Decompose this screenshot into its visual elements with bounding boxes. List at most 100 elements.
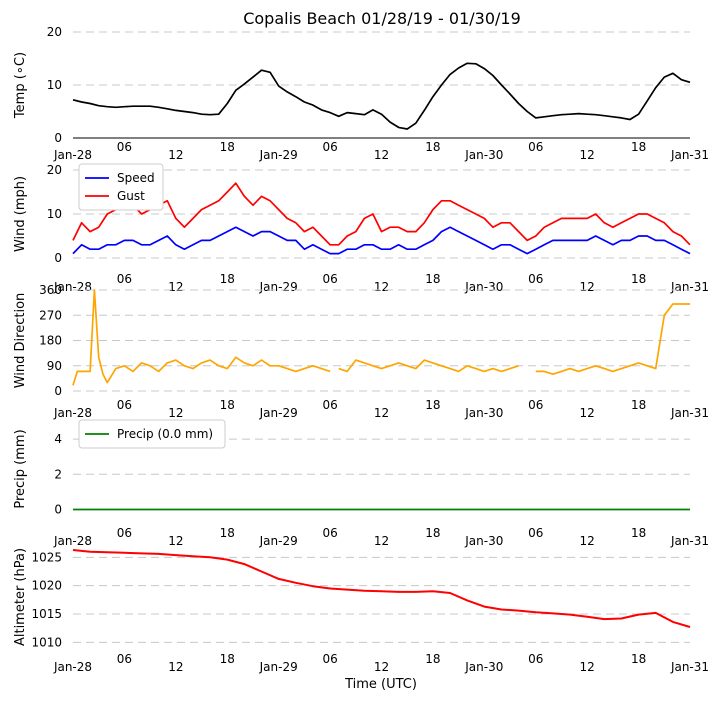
y-axis-label: Wind Direction: [13, 293, 28, 389]
x-tick-label: Jan-28: [53, 534, 92, 548]
x-tick-label: 12: [580, 660, 595, 674]
x-tick-label: 18: [631, 272, 646, 286]
x-tick-label: 06: [528, 272, 543, 286]
series-line-gust: [72, 182, 691, 246]
x-tick-label: 06: [528, 140, 543, 154]
panel-2: 090180270360Jan-28061218Jan-29061218Jan-…: [13, 283, 709, 420]
x-tick-label: Jan-30: [464, 406, 503, 420]
panels: 01020Jan-28061218Jan-29061218Jan-3006121…: [13, 25, 709, 674]
x-tick-label: Jan-31: [670, 406, 709, 420]
x-tick-label: 06: [322, 398, 337, 412]
series-line-2: [72, 289, 690, 386]
x-tick-label: 18: [425, 526, 440, 540]
x-tick-label: Jan-28: [53, 280, 92, 294]
y-tick-label: 0: [54, 251, 62, 265]
x-tick-label: Jan-29: [259, 660, 298, 674]
x-tick-label: Jan-30: [464, 148, 503, 162]
legend-box: [78, 419, 226, 449]
x-tick-label: Jan-30: [464, 660, 503, 674]
panel-3: 0 2 4 Jan-28 06 12 18 Jan-29 06 12 18 Jan-30 06 12 18 J…: [13, 419, 709, 548]
x-tick-label: 18: [425, 140, 440, 154]
x-tick-label: 06: [528, 398, 543, 412]
x-tick-label: 18: [631, 526, 646, 540]
x-tick-label: 18: [220, 140, 235, 154]
legend-label: Speed: [117, 171, 155, 185]
legend-box: [78, 163, 164, 211]
series-line-speed: [72, 226, 691, 255]
x-tick-label: 18: [631, 398, 646, 412]
x-tick-label: Jan-29: [259, 148, 298, 162]
x-tick-label: 12: [580, 406, 595, 420]
panel-4: 1010 1015 1020 1025 Jan-28 06 12 18 Jan-29 06 12 18…: [13, 548, 709, 674]
y-tick-label: 0: [54, 502, 62, 516]
y-axis-label: Altimeter (hPa): [13, 548, 28, 646]
chart-title: Copalis Beach 01/28/19 - 01/30/19: [243, 9, 521, 28]
legend-label: Precip (0.0 mm): [117, 427, 213, 441]
x-tick-label: Jan-31: [670, 148, 709, 162]
y-tick-label: 270: [39, 308, 62, 322]
x-tick-label: Jan-28: [53, 148, 92, 162]
y-tick-label: 1020: [31, 579, 62, 593]
x-tick-label: Jan-29: [259, 406, 298, 420]
y-axis-label: Precip (mm): [13, 429, 28, 508]
x-tick-label: 12: [168, 148, 183, 162]
x-tick-label: 06: [528, 526, 543, 540]
y-tick-label: 1025: [31, 550, 62, 564]
y-tick-label: 10: [47, 78, 62, 92]
x-tick-label: Jan-28: [53, 406, 92, 420]
x-tick-label: 18: [220, 526, 235, 540]
x-tick-label: 12: [168, 534, 183, 548]
x-tick-label: 12: [580, 148, 595, 162]
x-tick-label: 18: [425, 398, 440, 412]
y-tick-label: 180: [39, 334, 62, 348]
y-tick-label: 1010: [31, 635, 62, 649]
x-tick-label: 06: [322, 526, 337, 540]
x-tick-label: 06: [117, 272, 132, 286]
y-axis-label: Temp (∘C): [13, 52, 28, 119]
x-tick-label: 12: [374, 660, 389, 674]
x-tick-label: 06: [117, 140, 132, 154]
x-tick-label: Jan-28: [53, 660, 92, 674]
x-tick-label: 18: [425, 272, 440, 286]
x-tick-label: Jan-31: [670, 280, 709, 294]
x-tick-label: 12: [168, 280, 183, 294]
x-tick-label: Jan-30: [464, 534, 503, 548]
x-tick-label: 06: [117, 398, 132, 412]
panel-1: 0 10 20 Jan-28 06 12 18 Jan-29 06 12 18 Jan-30 06 12 1…: [13, 163, 709, 294]
x-tick-label: 18: [220, 398, 235, 412]
x-tick-label: 18: [220, 652, 235, 666]
x-tick-label: Jan-31: [670, 660, 709, 674]
x-tick-label: Jan-29: [259, 280, 298, 294]
y-tick-label: 10: [47, 207, 62, 221]
panel-0: 0 10 20 Jan-28 06 12 18 Jan-29 06 12 18 Jan-30 06 12 1…: [13, 25, 709, 162]
y-tick-label: 0: [54, 131, 62, 145]
legend: Speed Gust: [78, 163, 164, 211]
x-tick-label: 06: [117, 526, 132, 540]
series-line-4: [72, 549, 691, 628]
x-tick-label: 06: [322, 140, 337, 154]
y-tick-label: 360: [39, 283, 62, 297]
y-tick-label: 20: [47, 25, 62, 39]
y-tick-label: 4: [54, 432, 62, 446]
x-tick-label: Jan-30: [464, 280, 503, 294]
y-tick-label: 20: [47, 163, 62, 177]
x-tick-label: 18: [631, 652, 646, 666]
x-tick-label: 12: [580, 280, 595, 294]
y-tick-label: 1015: [31, 607, 62, 621]
x-tick-label: 18: [425, 652, 440, 666]
y-tick-label: 2: [54, 467, 62, 481]
x-tick-label: 12: [168, 406, 183, 420]
legend: Precip (0.0 mm): [78, 419, 226, 449]
x-tick-label: 12: [168, 660, 183, 674]
x-tick-label: Jan-31: [670, 534, 709, 548]
x-tick-label: Jan-29: [259, 534, 298, 548]
x-axis-label: Time (UTC): [344, 677, 417, 692]
x-tick-label: 18: [220, 272, 235, 286]
x-tick-label: 18: [631, 140, 646, 154]
y-tick-label: 0: [54, 384, 62, 398]
x-tick-label: 12: [374, 280, 389, 294]
x-tick-label: 12: [374, 534, 389, 548]
x-tick-label: 06: [117, 652, 132, 666]
x-tick-label: 06: [322, 272, 337, 286]
